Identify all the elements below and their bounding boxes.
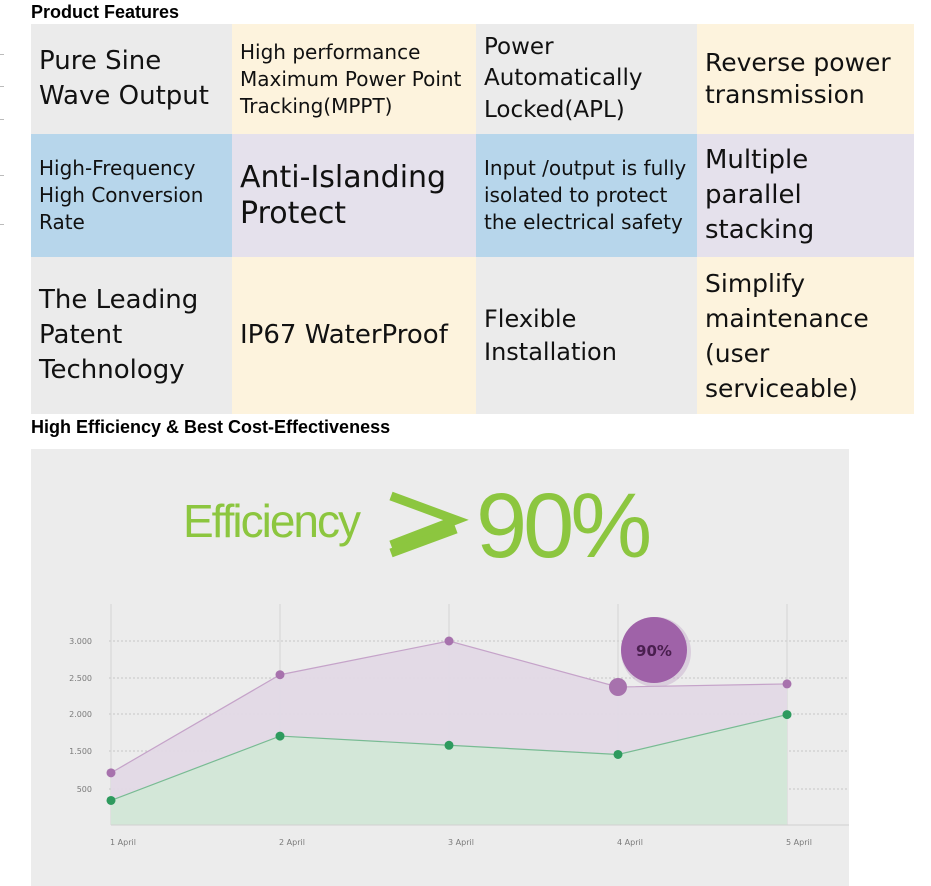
purple-series-point bbox=[275, 670, 285, 680]
purple-series-point bbox=[444, 636, 454, 646]
edge-tick bbox=[0, 119, 4, 120]
headline-gte-symbol bbox=[389, 491, 469, 550]
feature-cell: Flexible Installation bbox=[476, 257, 697, 414]
feature-cell: High-Frequency High Conversion Rate bbox=[31, 134, 232, 257]
green-series-point bbox=[613, 749, 623, 759]
headline-gte-bar bbox=[389, 524, 458, 558]
feature-cell: Anti-Islanding Protect bbox=[232, 134, 476, 257]
x-tick-label: 2 April bbox=[279, 838, 305, 847]
feature-cell: Power Automatically Locked(APL) bbox=[476, 24, 697, 134]
edge-tick bbox=[0, 86, 4, 87]
callout-bubble bbox=[621, 617, 687, 683]
feature-cell: Multiple parallel stacking bbox=[697, 134, 914, 257]
purple-series-area bbox=[111, 641, 787, 801]
green-series-point bbox=[444, 740, 454, 750]
x-tick-label: 5 April bbox=[786, 838, 812, 847]
purple-series-point bbox=[782, 679, 792, 689]
feature-cell: Pure Sine Wave Output bbox=[31, 24, 232, 134]
feature-cell: High performance Maximum Power Point Tra… bbox=[232, 24, 476, 134]
edge-tick bbox=[0, 175, 4, 176]
green-series-point bbox=[275, 731, 285, 741]
purple-series-point bbox=[609, 678, 627, 696]
features-grid: Pure Sine Wave Output High performance Ma… bbox=[31, 24, 914, 414]
green-series-area bbox=[111, 714, 787, 825]
feature-cell: Reverse power transmission bbox=[697, 24, 914, 134]
x-tick-label: 3 April bbox=[448, 838, 474, 847]
y-tick-label: 3.000 bbox=[69, 637, 92, 646]
callout-label: 90% bbox=[636, 642, 672, 660]
green-series-point bbox=[106, 795, 116, 805]
feature-cell: Simplify maintenance (user serviceable) bbox=[697, 257, 914, 414]
y-tick-label: 2.000 bbox=[69, 710, 92, 719]
headline-value: 90% bbox=[476, 475, 649, 577]
feature-cell: The Leading Patent Technology bbox=[31, 257, 232, 414]
edge-tick bbox=[0, 54, 4, 55]
y-tick-label: 1.500 bbox=[69, 747, 92, 756]
purple-series-point bbox=[106, 768, 116, 778]
headline-label: Efficiency bbox=[183, 495, 361, 547]
efficiency-chart: Efficiency 90% 500 1.500 2.000 2.500 3.000 1 Ap… bbox=[31, 449, 849, 886]
efficiency-heading: High Efficiency & Best Cost-Effectivenes… bbox=[31, 417, 391, 437]
x-tick-label: 1 April bbox=[110, 838, 136, 847]
product-features-heading: Product Features bbox=[31, 2, 180, 22]
chart-svg: Efficiency 90% 500 1.500 2.000 2.500 3.000 1 Ap… bbox=[69, 475, 849, 847]
y-tick-label: 500 bbox=[77, 785, 92, 794]
y-tick-label: 2.500 bbox=[69, 674, 92, 683]
feature-cell: IP67 WaterProof bbox=[232, 257, 476, 414]
green-series-point bbox=[782, 710, 792, 720]
edge-tick bbox=[0, 224, 4, 225]
feature-cell: Input /output is fully isolated to prote… bbox=[476, 134, 697, 257]
x-tick-label: 4 April bbox=[617, 838, 643, 847]
